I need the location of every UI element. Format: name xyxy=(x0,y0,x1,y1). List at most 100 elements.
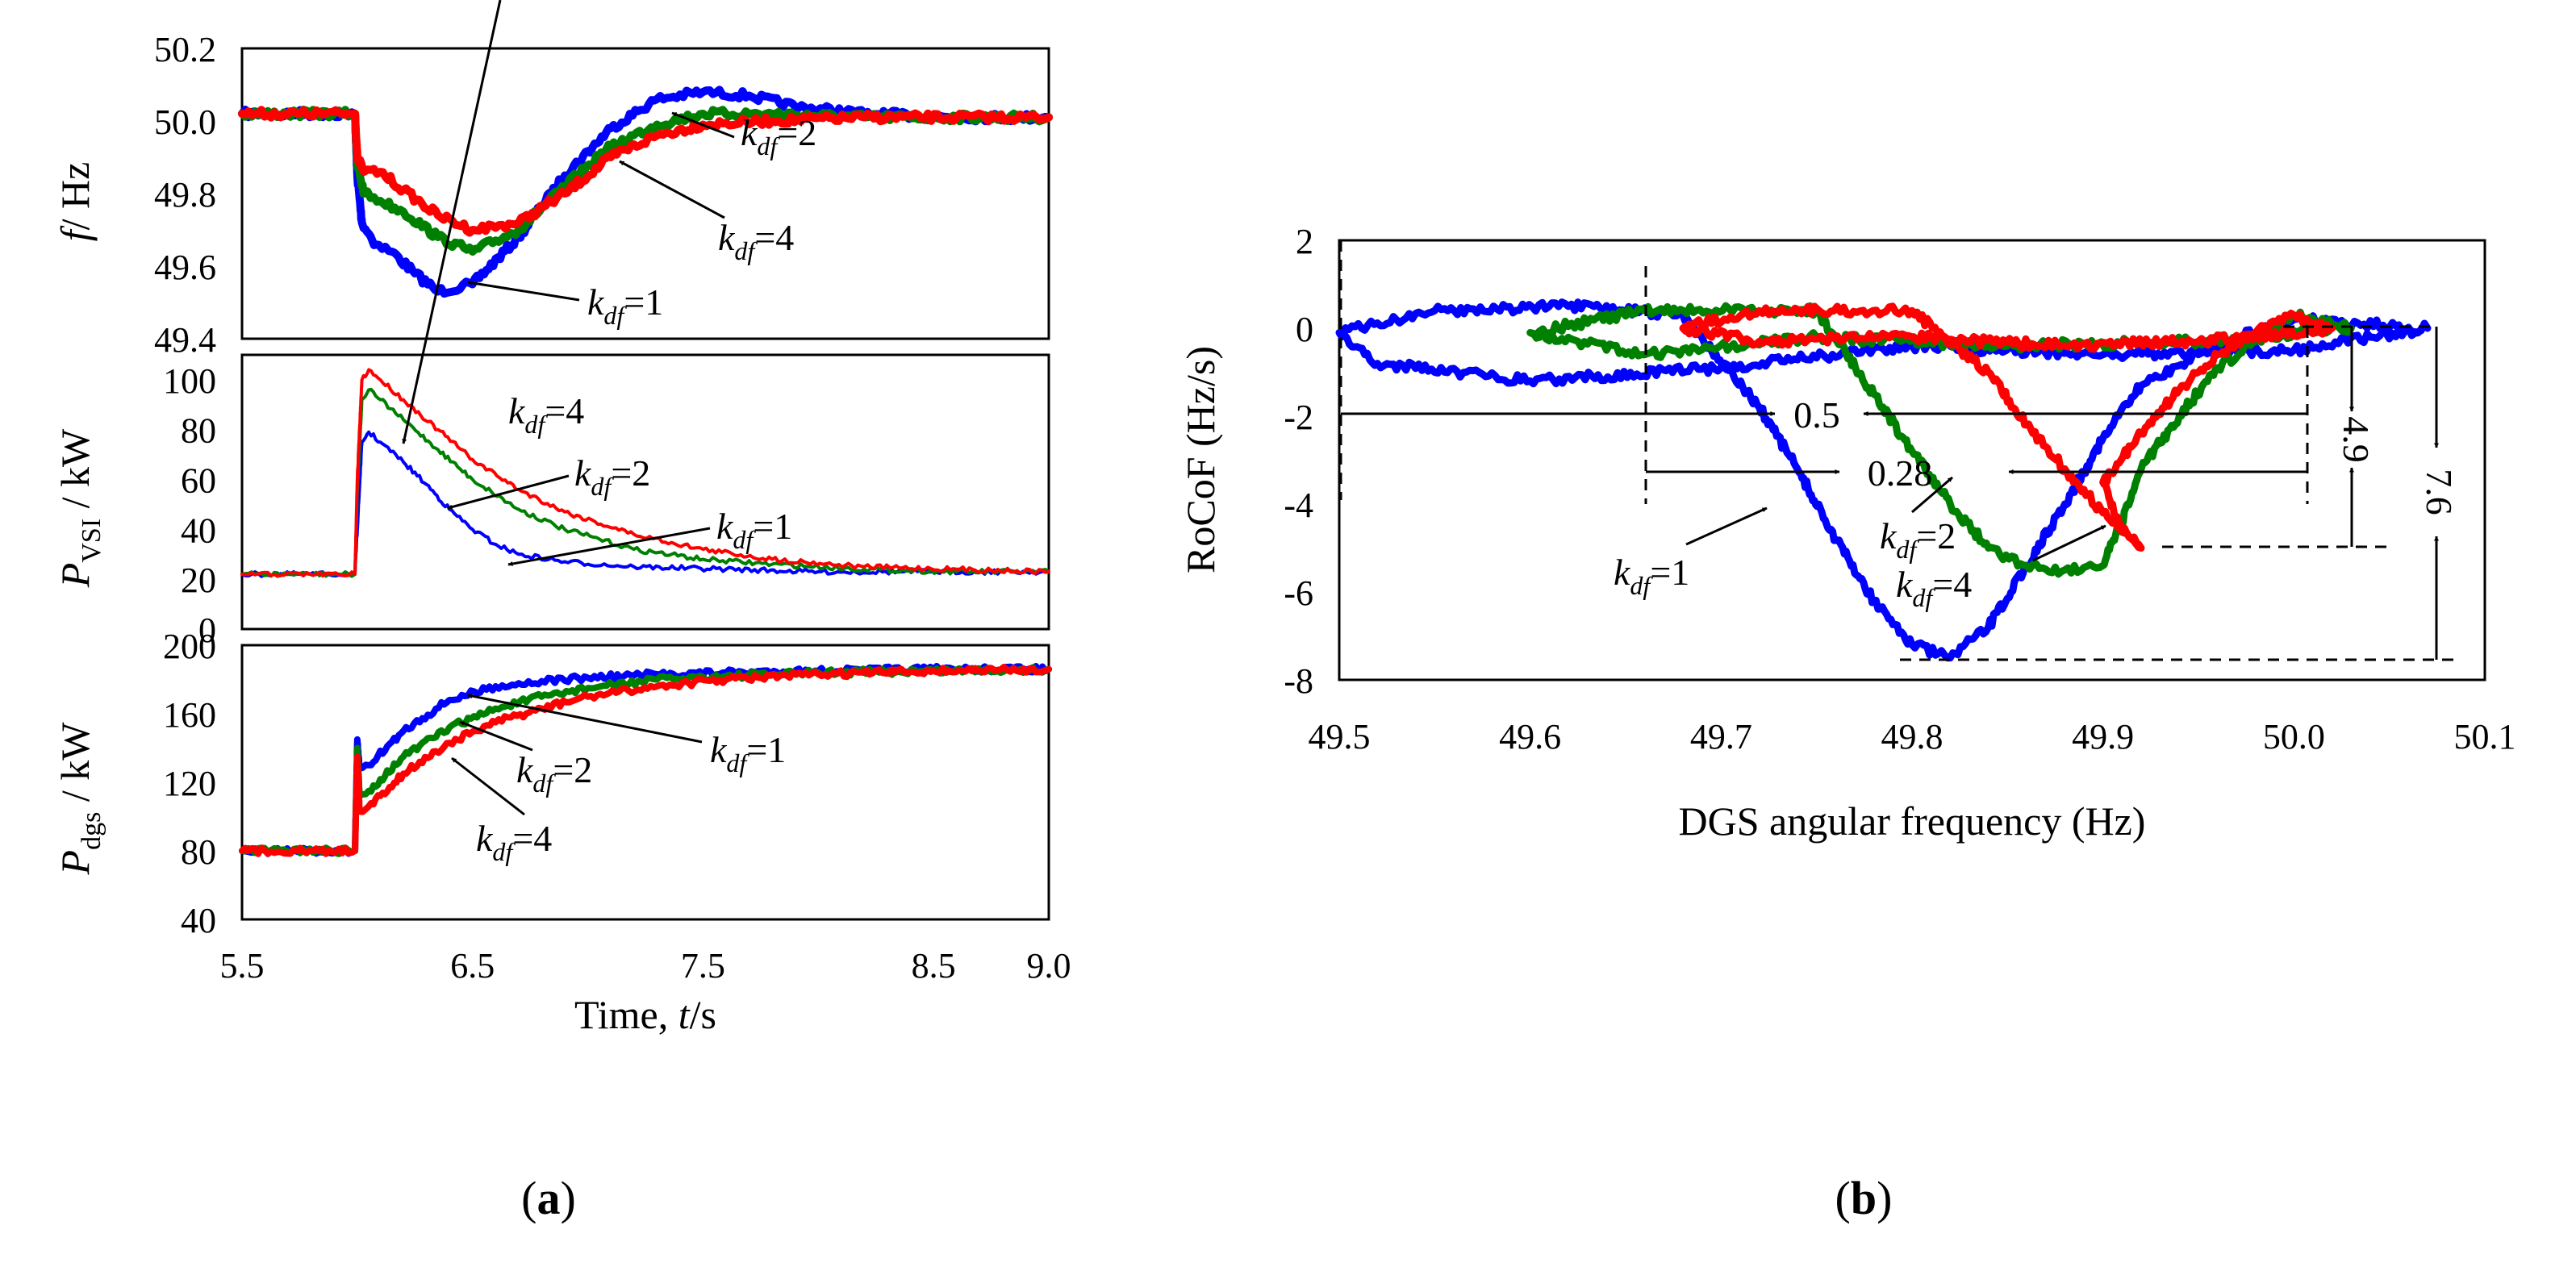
xtick-label: 49.6 xyxy=(1499,717,1561,756)
ytick-label: 20 xyxy=(181,561,216,600)
caption-b: (b) xyxy=(1835,1172,1893,1224)
pvsi-ylabel-symbol: P xyxy=(52,563,98,589)
freq-ytick-label: 49.4 xyxy=(154,320,216,360)
ytick-label: -2 xyxy=(1284,398,1313,437)
pdgs-arrow-kdf1 xyxy=(467,694,703,744)
series-line-k-df-4 xyxy=(240,368,1050,578)
ytick-label: 60 xyxy=(181,461,216,501)
freq-yticks: 50.2 50.0 49.8 49.6 49.4 xyxy=(154,30,216,360)
pdgs-ylabel: Pdgs / kW xyxy=(52,722,106,876)
ytick-label: 80 xyxy=(181,832,216,872)
freq-axes-frame xyxy=(240,47,1050,340)
rocof-series-group xyxy=(1335,298,2432,662)
xtick-label: 6.5 xyxy=(450,946,495,986)
pdgs-axes-frame xyxy=(240,644,1050,921)
freq-ytick-label: 49.6 xyxy=(154,248,216,287)
ytick-label: 100 xyxy=(163,361,216,401)
series-line-k-df-1 xyxy=(239,662,1052,857)
rocof-arrow-kdf1 xyxy=(1685,506,1768,546)
measure-4.9-label: 4.9 xyxy=(2336,416,2377,463)
freq-ylabel-unit: / Hz xyxy=(52,162,98,231)
ytick-label: 200 xyxy=(163,627,216,666)
pvsi-arrow-kdf4 xyxy=(402,0,502,444)
pvsi-yticks: 100 80 60 40 20 0 xyxy=(163,361,216,650)
series-line-k-df-1 xyxy=(1335,298,2432,662)
rocof-xticks: 49.5 49.6 49.7 49.8 49.9 50.0 50.1 xyxy=(1309,717,2516,756)
caption-a: (a) xyxy=(521,1172,576,1224)
freq-arrow-kdf4 xyxy=(619,160,725,219)
xtick-label: 49.7 xyxy=(1690,717,1752,756)
pvsi-label-kdf2: kdf=2 xyxy=(574,452,650,501)
ytick-label: 40 xyxy=(181,901,216,940)
series-line-k-df-2 xyxy=(239,664,1052,857)
xtick-label: 49.9 xyxy=(2072,717,2134,756)
freq-ytick-label: 50.2 xyxy=(154,30,216,69)
rocof-label-kdf2: kdf=2 xyxy=(1880,515,1956,564)
pdgs-arrow-kdf4 xyxy=(451,756,525,816)
series-line-k-df-4 xyxy=(239,664,1052,857)
pvsi-annotations: kdf=4 kdf=2 kdf=1 xyxy=(402,0,792,566)
pdgs-arrow-kdf2 xyxy=(459,720,533,752)
pdgs-annotations: kdf=1 kdf=2 kdf=4 xyxy=(451,694,786,866)
pvsi-ylabel-unit: / kW xyxy=(52,428,98,519)
ytick-label: 0 xyxy=(198,611,216,650)
pdgs-xlabel: Time, t/s xyxy=(574,992,716,1037)
freq-ylabel: f/ Hz xyxy=(52,162,98,242)
pdgs-xticks: 5.5 6.5 7.5 8.5 9.0 xyxy=(220,946,1071,986)
freq-series-group xyxy=(238,85,1053,298)
pvsi-arrow-kdf1 xyxy=(507,527,711,566)
pvsi-ylabel: PVSI / kW xyxy=(52,428,106,588)
pdgs-xlabel-italic: t xyxy=(678,992,691,1037)
freq-ytick-label: 49.8 xyxy=(154,175,216,215)
xtick-label: 9.0 xyxy=(1027,946,1071,986)
freq-ytick-label: 50.0 xyxy=(154,102,216,142)
pvsi-label-kdf4: kdf=4 xyxy=(508,390,584,439)
pdgs-ylabel-symbol: P xyxy=(52,850,98,876)
pdgs-label-kdf4: kdf=4 xyxy=(476,818,552,866)
xtick-label: 49.8 xyxy=(1881,717,1943,756)
pdgs-series-group xyxy=(239,662,1052,857)
rocof-yticks: 2 0 -2 -4 -6 -8 xyxy=(1284,222,1313,701)
pvsi-panel: 100 80 60 40 20 0 PVSI / kW kdf=4 kdf=2 kdf=1 xyxy=(52,0,1050,650)
rocof-axes-frame xyxy=(1338,239,2486,681)
measure-7.6-label: 7.6 xyxy=(2419,469,2460,515)
rocof-arrow-kdf4 xyxy=(2032,524,2106,562)
pdgs-ylabel-sub: dgs xyxy=(77,812,106,850)
series-line-k-df-4 xyxy=(238,106,1053,237)
ytick-label: 2 xyxy=(1296,222,1313,261)
ytick-label: 160 xyxy=(163,695,216,735)
ytick-label: 80 xyxy=(181,411,216,451)
rocof-measurements: 0.5 0.28 4.9 7.6 xyxy=(1339,240,2461,661)
freq-label-kdf2: kdf=2 xyxy=(741,112,816,160)
freq-label-kdf4: kdf=4 xyxy=(718,217,794,265)
freq-arrow-kdf2 xyxy=(671,111,735,139)
ytick-label: 0 xyxy=(1296,310,1313,349)
series-line-k-df-4 xyxy=(1679,302,2336,552)
rocof-panel: 20-2-4-6-8 49.5 49.6 49.7 49.8 49.9 50.0 50.1 … xyxy=(1178,222,2516,844)
pvsi-arrow-kdf2 xyxy=(447,474,570,510)
xtick-label: 49.5 xyxy=(1309,717,1371,756)
rocof-ylabel: RoCoF (Hz/s) xyxy=(1178,346,1223,573)
pvsi-ylabel-sub: VSI xyxy=(77,519,106,563)
ytick-label: -6 xyxy=(1284,573,1313,613)
ytick-label: 120 xyxy=(163,764,216,803)
rocof-arrow-kdf2 xyxy=(1911,476,1953,514)
freq-label-kdf1: kdf=1 xyxy=(587,281,663,330)
pdgs-xlabel-rest: /s xyxy=(690,992,716,1037)
pdgs-yticks: 200 160 120 80 40 xyxy=(163,627,216,940)
pvsi-axes-frame xyxy=(240,353,1050,631)
rocof-annotations: kdf=1 kdf=2 kdf=4 xyxy=(1614,476,2106,612)
xtick-label: 7.5 xyxy=(681,946,725,986)
rocof-label-kdf1: kdf=1 xyxy=(1614,552,1689,600)
pdgs-xlabel-main: Time, xyxy=(574,992,678,1037)
measure-0.28-label: 0.28 xyxy=(1868,452,1933,494)
rocof-label-kdf4: kdf=4 xyxy=(1896,564,1972,612)
xtick-label: 8.5 xyxy=(912,946,956,986)
measure-0.5-label: 0.5 xyxy=(1793,394,1840,436)
pdgs-label-kdf1: kdf=1 xyxy=(710,729,786,777)
pvsi-series-group xyxy=(240,368,1050,578)
pvsi-label-kdf1: kdf=1 xyxy=(716,506,792,554)
ytick-label: -4 xyxy=(1284,486,1313,525)
